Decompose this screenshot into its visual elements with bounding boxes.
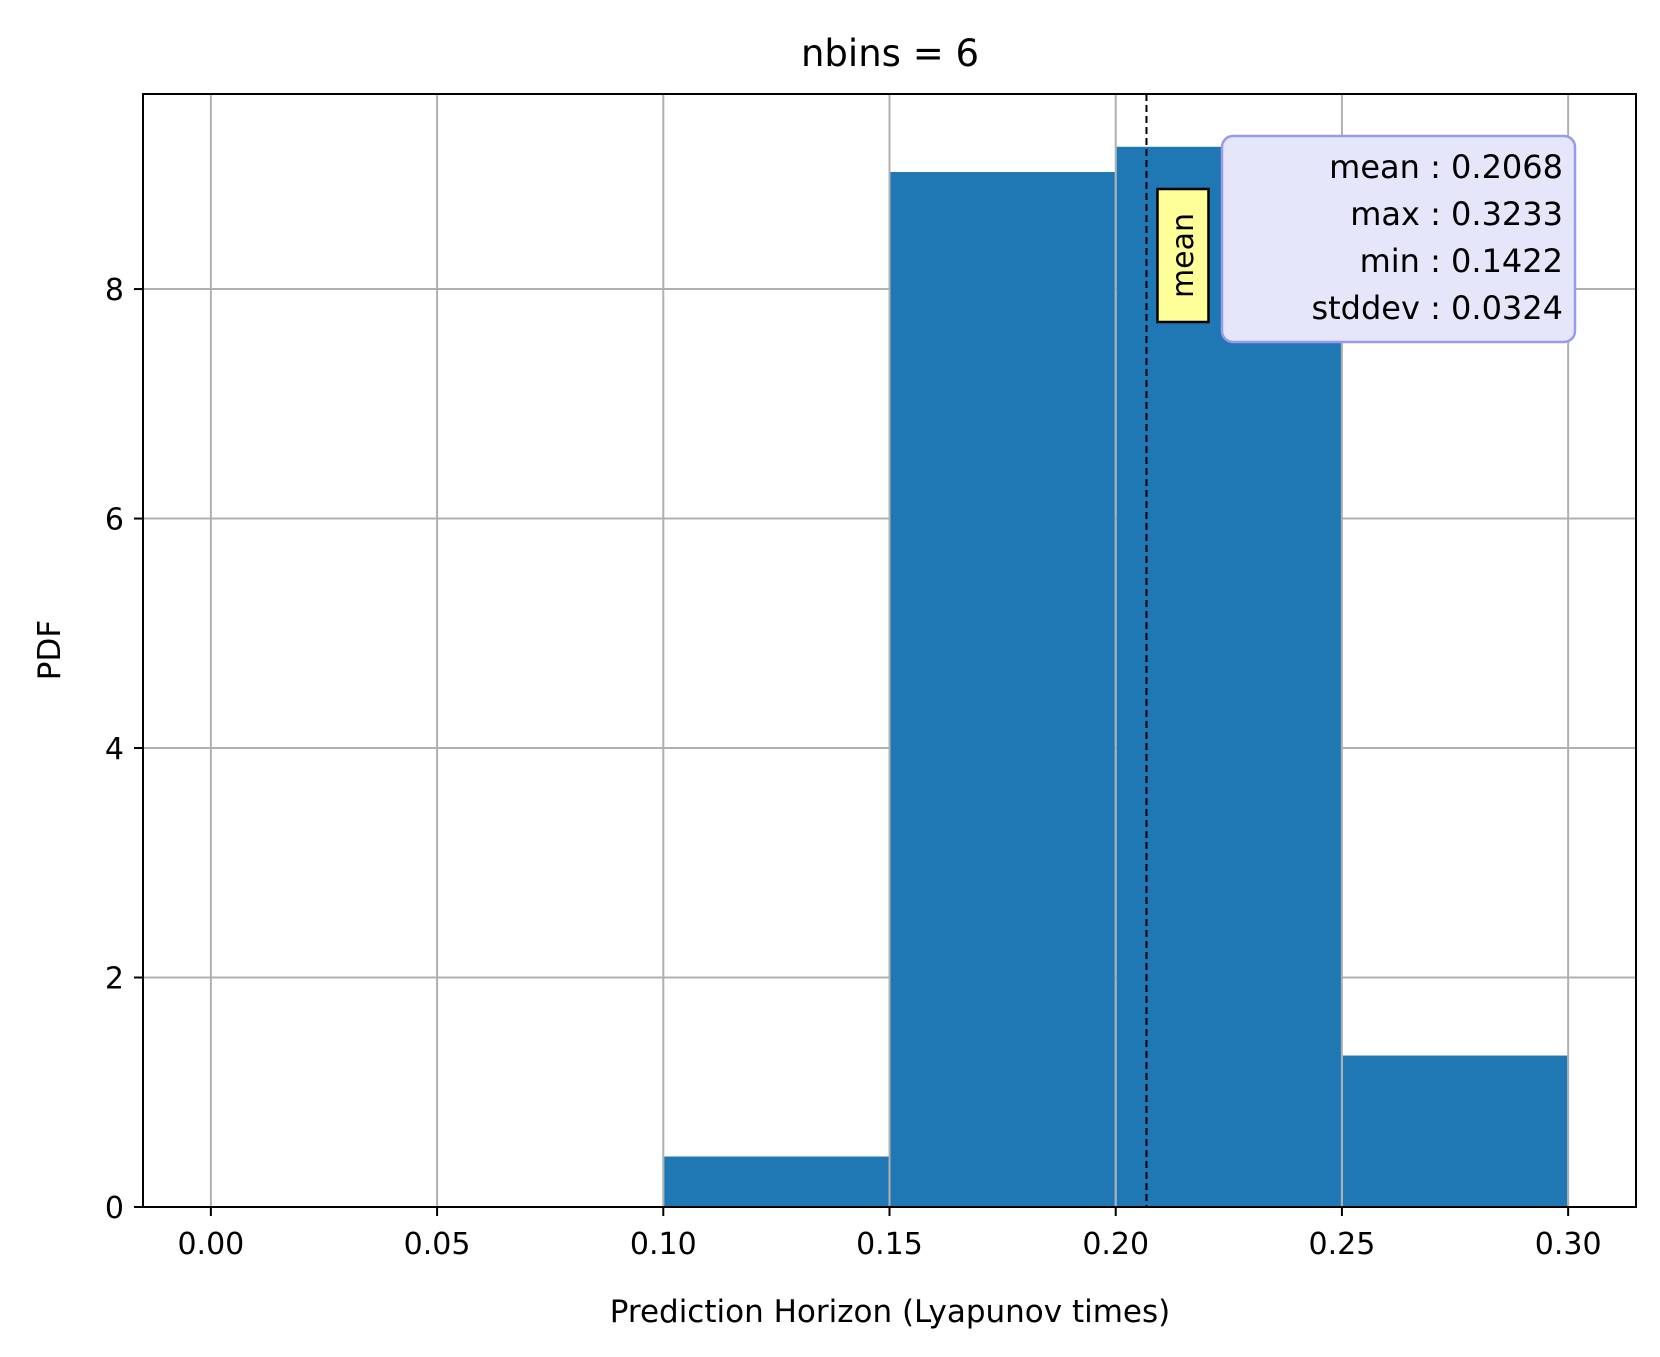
x-tick-label: 0.20 (1082, 1227, 1149, 1262)
mean-label: mean (1166, 213, 1201, 298)
x-tick-label: 0.00 (177, 1227, 244, 1262)
y-tick-label: 0 (105, 1191, 124, 1226)
y-tick-label: 6 (105, 503, 124, 538)
y-tick-label: 2 (105, 962, 124, 997)
x-tick-label: 0.10 (630, 1227, 697, 1262)
stats-box: mean : 0.2068 max : 0.3233 min : 0.1422 std… (1220, 134, 1577, 344)
x-tick-label: 0.05 (404, 1227, 471, 1262)
stats-line: mean : 0.2068 (1329, 148, 1563, 186)
mean-label-box (1156, 187, 1210, 324)
x-axis-label: Prediction Horizon (Lyapunov times) (610, 1294, 1171, 1330)
y-tick-label: 4 (105, 732, 124, 767)
histogram-bar (1342, 1055, 1568, 1207)
stats-line: min : 0.1422 (1360, 242, 1563, 280)
histogram-bar (664, 1156, 889, 1207)
x-tick-label: 0.15 (856, 1227, 923, 1262)
histogram-bar (890, 172, 1115, 1207)
stats-line: max : 0.3233 (1350, 195, 1563, 233)
stats-box-frame (1220, 134, 1577, 344)
x-tick-label: 0.30 (1535, 1227, 1602, 1262)
chart-title: nbins = 6 (801, 32, 979, 75)
x-axis-ticks: 0.00 0.05 0.10 0.15 0.20 0.25 0.30 (177, 1207, 1602, 1262)
y-tick-label: 8 (105, 273, 124, 308)
mean-marker: mean (1145, 94, 1210, 1207)
y-axis-label: PDF (32, 620, 68, 680)
x-tick-label: 0.25 (1309, 1227, 1376, 1262)
y-axis-ticks: 0 2 4 6 8 (105, 273, 143, 1226)
stats-line: stddev : 0.0324 (1311, 289, 1563, 327)
